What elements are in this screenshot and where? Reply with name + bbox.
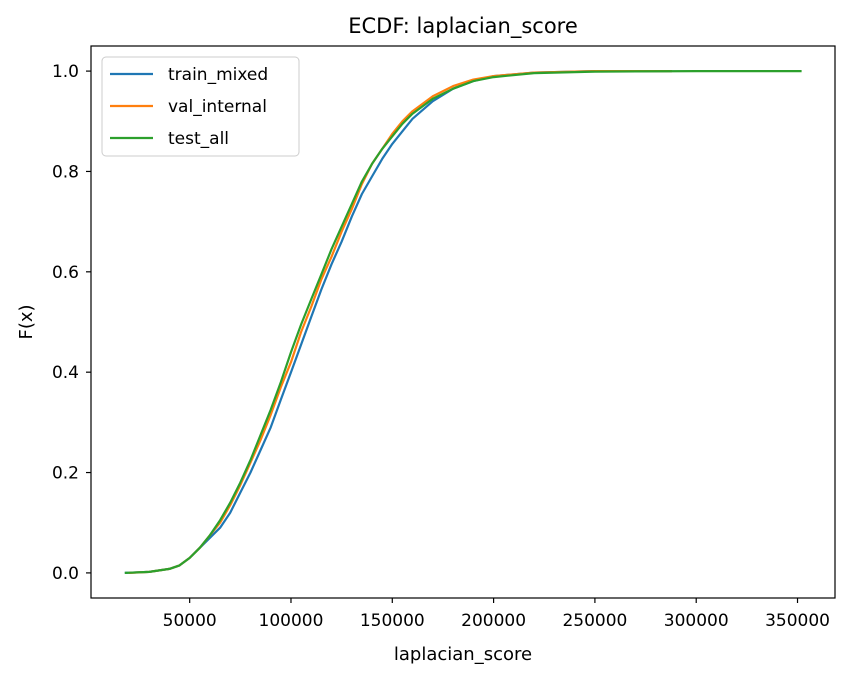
x-axis-ticks: 50000 100000 150000 200000 250000 300000 35000… [163, 598, 830, 631]
x-tick-label: 100000 [259, 611, 324, 631]
plot-frame [90, 45, 836, 599]
x-tick-label: 300000 [664, 611, 729, 631]
legend-label: test_all [168, 129, 229, 149]
legend-box [101, 56, 300, 157]
y-axis-label: F(x) [16, 304, 37, 339]
y-tick-label: 0.6 [52, 263, 79, 283]
legend: train_mixed val_internal test_all [101, 56, 300, 157]
x-tick-label: 150000 [360, 611, 425, 631]
y-axis-ticks: 0.0 0.2 0.4 0.6 0.8 1.0 [52, 62, 91, 584]
series-line-test-all [124, 70, 802, 574]
x-axis-label: laplacian_score [394, 644, 532, 665]
series-lines [124, 70, 802, 574]
x-tick-label: 250000 [562, 611, 627, 631]
chart-title: ECDF: laplacian_score [348, 14, 578, 39]
x-tick-label: 50000 [163, 611, 217, 631]
plot-area [90, 45, 836, 599]
y-tick-label: 0.0 [52, 564, 79, 584]
y-tick-label: 0.2 [52, 464, 79, 484]
legend-label: val_internal [168, 97, 267, 117]
y-tick-label: 0.4 [52, 363, 79, 383]
legend-label: train_mixed [168, 65, 268, 85]
y-tick-label: 0.8 [52, 162, 79, 182]
x-tick-label: 350000 [765, 611, 830, 631]
y-tick-label: 1.0 [52, 62, 79, 82]
x-tick-label: 200000 [461, 611, 526, 631]
